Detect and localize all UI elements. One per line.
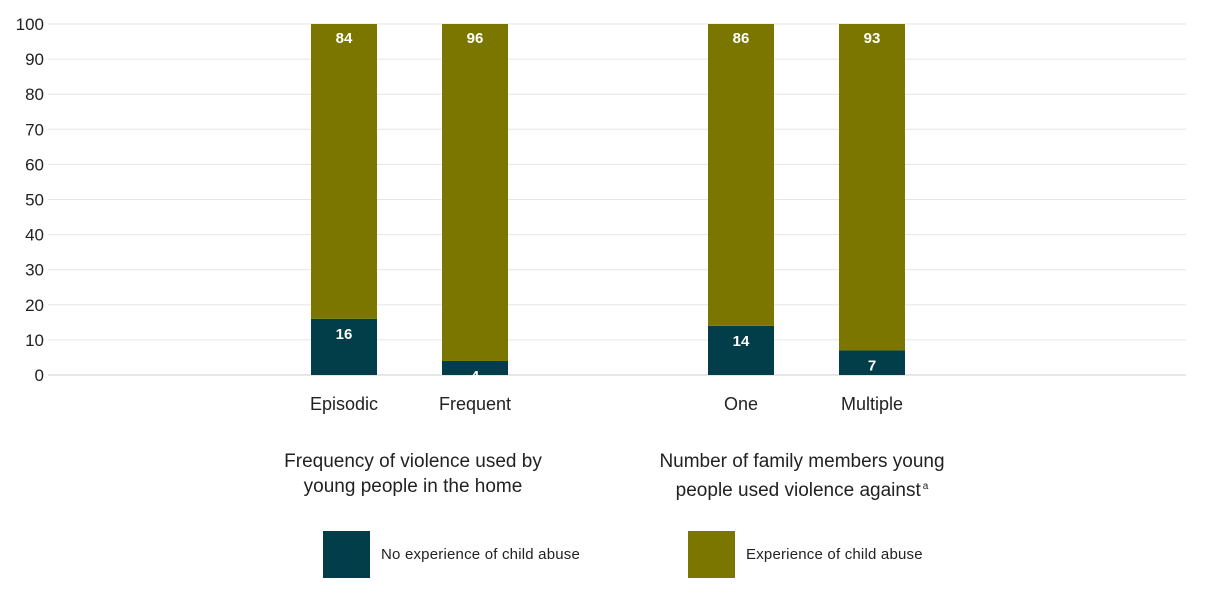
x-tick-label-frequent: Frequent	[439, 394, 511, 414]
bar-episodic-abuse	[311, 24, 377, 319]
legend-label-no-abuse: No experience of child abuse	[381, 546, 581, 563]
bar-multiple-no-abuse	[839, 350, 905, 375]
x-tick-label-episodic: Episodic	[310, 394, 378, 414]
footnote-marker: a	[922, 481, 929, 492]
data-label-multiple-abuse: 93	[864, 30, 881, 47]
data-label-multiple-no-abuse: 7	[868, 357, 876, 374]
y-tick-label-50: 50	[25, 191, 44, 210]
group-label-frequency: Frequency of violence used by young peop…	[258, 449, 568, 499]
y-tick-label-0: 0	[35, 366, 44, 385]
legend-item-no-abuse: No experience of child abuse	[323, 531, 580, 578]
data-label-one-no-abuse: 14	[733, 333, 750, 350]
group-label-family-members: Number of family members young people us…	[632, 449, 972, 503]
data-label-episodic-abuse: 84	[336, 30, 353, 47]
y-tick-label-30: 30	[25, 261, 44, 280]
data-label-frequent-abuse: 96	[467, 30, 484, 47]
bar-multiple-abuse	[839, 24, 905, 351]
y-tick-label-20: 20	[25, 296, 44, 315]
data-label-one-abuse: 86	[733, 30, 750, 47]
bar-episodic-no-abuse	[311, 318, 377, 375]
data-label-episodic-no-abuse: 16	[336, 326, 353, 343]
y-tick-label-80: 80	[25, 85, 44, 104]
legend-label-abuse: Experience of child abuse	[746, 546, 923, 563]
x-tick-label-one: One	[724, 394, 758, 414]
legend-swatch-no-abuse	[323, 531, 370, 578]
group-label-family-members-text: Number of family members young people us…	[659, 451, 945, 501]
y-tick-label-10: 10	[25, 331, 44, 350]
y-tick-label-60: 60	[25, 155, 44, 174]
stacked-bar-chart: 0 10 20 30 40 50 60 70 80 90 100 16 84 Episodic 4 96 Fre…	[16, 15, 1186, 414]
data-label-frequent-no-abuse: 4	[471, 368, 480, 385]
group-label-frequency-text: Frequency of violence used by young peop…	[284, 451, 542, 497]
y-tick-label-100: 100	[16, 15, 44, 34]
bar-frequent-abuse	[442, 24, 508, 361]
y-tick-label-40: 40	[25, 226, 44, 245]
legend-item-abuse: Experience of child abuse	[688, 531, 923, 578]
bar-frequent-no-abuse	[442, 360, 508, 375]
bar-one-abuse	[708, 24, 774, 326]
bar-one-no-abuse	[708, 325, 774, 375]
x-tick-label-multiple: Multiple	[841, 394, 903, 414]
legend-swatch-abuse	[688, 531, 735, 578]
y-tick-label-70: 70	[25, 120, 44, 139]
y-tick-label-90: 90	[25, 50, 44, 69]
